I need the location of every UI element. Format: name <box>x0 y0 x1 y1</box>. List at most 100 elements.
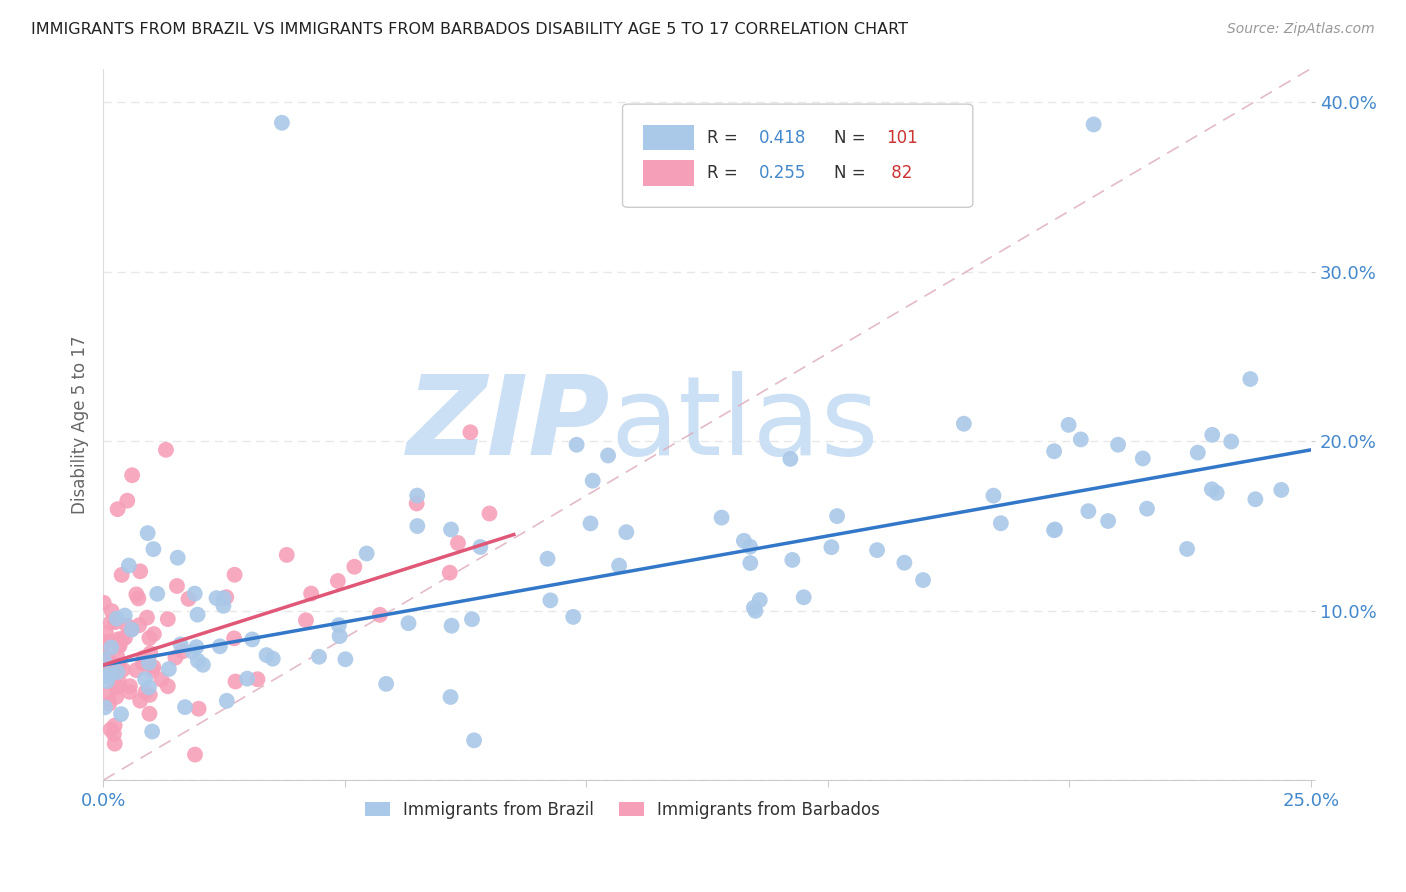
Point <box>103 727 125 741</box>
Point <box>1057 417 1080 432</box>
Y-axis label: Disability Age 5 to 17: Disability Age 5 to 17 <box>72 335 89 514</box>
Point <box>98 687 121 701</box>
Point <box>1107 438 1129 452</box>
Point <box>93 652 115 666</box>
Point <box>866 543 889 558</box>
Point <box>136 610 159 624</box>
Point <box>105 690 128 704</box>
Point <box>117 493 139 508</box>
Point <box>614 525 637 540</box>
Point <box>166 579 188 593</box>
Point <box>478 507 501 521</box>
Point <box>142 542 165 557</box>
Point <box>1043 444 1066 458</box>
Point <box>96 650 118 665</box>
Point <box>343 559 366 574</box>
Point <box>262 651 284 665</box>
Point <box>100 640 122 655</box>
Point <box>141 724 163 739</box>
Point <box>299 586 322 600</box>
Point <box>129 694 152 708</box>
Point <box>212 599 235 613</box>
Point <box>96 657 118 671</box>
Point <box>177 591 200 606</box>
Point <box>105 658 128 673</box>
FancyBboxPatch shape <box>643 125 693 151</box>
Point <box>186 640 208 654</box>
Text: Source: ZipAtlas.com: Source: ZipAtlas.com <box>1227 22 1375 37</box>
Point <box>295 613 318 627</box>
Legend: Immigrants from Brazil, Immigrants from Barbados: Immigrants from Brazil, Immigrants from … <box>359 794 887 825</box>
Point <box>356 546 378 560</box>
Point <box>165 650 187 665</box>
Point <box>142 627 165 641</box>
Point <box>911 573 934 587</box>
Point <box>94 665 117 680</box>
Point <box>224 632 246 646</box>
Point <box>215 590 238 604</box>
Text: ZIP: ZIP <box>406 371 610 478</box>
Point <box>463 733 485 747</box>
Point <box>240 632 263 647</box>
Point <box>94 669 117 683</box>
Point <box>328 618 350 632</box>
Point <box>139 646 162 660</box>
Point <box>183 586 205 600</box>
Point <box>1201 482 1223 496</box>
Point <box>461 612 484 626</box>
Point <box>108 674 131 689</box>
Point <box>1175 541 1198 556</box>
Point <box>1244 492 1267 507</box>
Point <box>166 550 188 565</box>
Point <box>121 468 143 483</box>
Point <box>710 510 733 524</box>
Point <box>740 556 762 570</box>
Point <box>329 629 352 643</box>
Point <box>1083 118 1105 132</box>
Point <box>104 737 127 751</box>
Point <box>208 640 231 654</box>
Point <box>1070 433 1092 447</box>
Point <box>1077 504 1099 518</box>
Point <box>121 623 143 637</box>
Point <box>96 674 118 689</box>
Point <box>111 632 134 647</box>
Point <box>1201 427 1223 442</box>
Point <box>157 662 180 676</box>
Point <box>138 656 160 670</box>
Point <box>1270 483 1292 497</box>
Point <box>156 679 179 693</box>
Point <box>187 702 209 716</box>
Point <box>270 116 292 130</box>
Point <box>733 533 755 548</box>
Point <box>1043 523 1066 537</box>
Point <box>562 610 585 624</box>
Point <box>150 673 173 687</box>
Point <box>94 700 117 714</box>
Point <box>536 551 558 566</box>
Point <box>125 663 148 677</box>
Point <box>440 618 463 632</box>
Point <box>93 596 115 610</box>
Point <box>111 663 134 677</box>
Point <box>825 509 848 524</box>
Point <box>1097 514 1119 528</box>
Point <box>129 564 152 578</box>
Point <box>181 644 204 658</box>
Point <box>538 593 561 607</box>
Point <box>990 516 1012 531</box>
Point <box>105 611 128 625</box>
Point <box>1043 523 1066 537</box>
Point <box>782 553 804 567</box>
Text: 0.255: 0.255 <box>759 164 807 182</box>
Point <box>607 558 630 573</box>
Point <box>565 438 588 452</box>
Point <box>439 690 461 704</box>
Point <box>368 607 391 622</box>
Point <box>132 657 155 671</box>
Point <box>405 496 427 510</box>
Point <box>326 574 349 588</box>
Point <box>118 679 141 693</box>
Point <box>108 638 131 652</box>
Point <box>276 548 298 562</box>
